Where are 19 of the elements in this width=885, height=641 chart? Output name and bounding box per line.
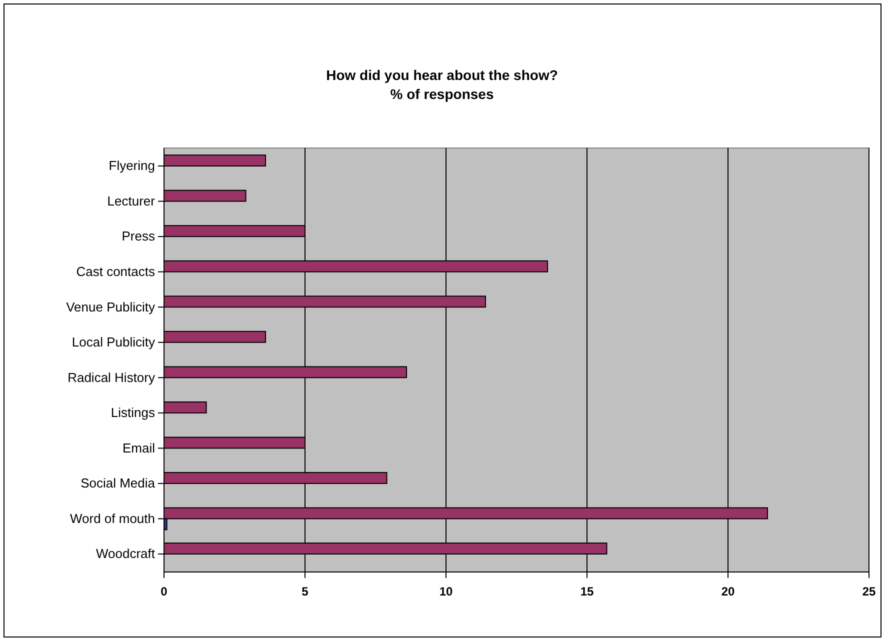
x-tick-label: 25 xyxy=(862,584,876,598)
y-tick-label: Woodcraft xyxy=(96,546,156,562)
x-tick-label: 10 xyxy=(439,584,453,598)
x-tick-label: 20 xyxy=(721,584,735,598)
y-tick-label: Flyering xyxy=(108,158,155,174)
y-tick-label: Listings xyxy=(110,405,156,420)
x-tick-label: 15 xyxy=(580,584,594,598)
y-tick-label: Venue Publicity xyxy=(66,299,156,314)
y-tick-label: Radical History xyxy=(68,370,156,385)
y-tick-label: Social Media xyxy=(80,476,156,491)
y-tick-label: Email xyxy=(122,440,156,456)
y-tick-label: Lecturer xyxy=(107,193,156,208)
y-tick-label: Press xyxy=(122,228,156,244)
chart-title: How did you hear about the show? % of responses xyxy=(326,67,558,102)
y-tick-label: Word of mouth xyxy=(70,510,155,526)
x-tick-label: 0 xyxy=(160,584,168,598)
y-tick-label: Local Publicity xyxy=(72,334,156,350)
x-tick-label: 5 xyxy=(302,584,309,598)
y-tick-label: Cast contacts xyxy=(76,264,156,279)
